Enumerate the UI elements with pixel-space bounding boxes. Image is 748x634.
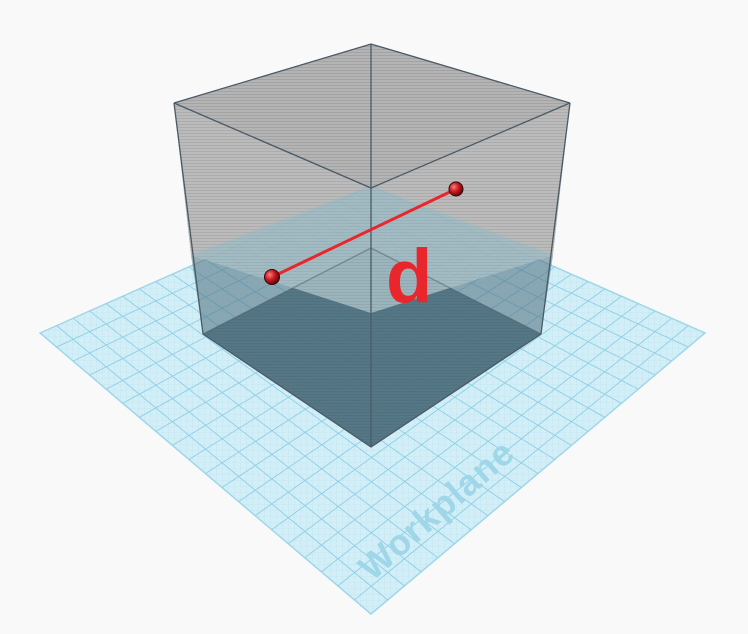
workplane-grid-line <box>304 303 639 559</box>
cube-shape[interactable] <box>173 43 571 448</box>
workplane-grid-line <box>337 317 672 587</box>
workplane-grid-line <box>354 325 689 601</box>
distance-label: d <box>386 234 432 319</box>
ruler-endpoint-icon[interactable] <box>264 269 280 285</box>
workplane-grid-line <box>287 295 622 545</box>
workplane-grid-line <box>321 310 656 573</box>
ruler-endpoint-icon[interactable] <box>448 181 464 197</box>
workplane-grid-line <box>271 288 606 531</box>
cube-right-face-lower <box>371 255 553 447</box>
distance-line <box>271 187 457 279</box>
cube-left-face-lower <box>191 255 371 447</box>
cube-left-face-upper <box>174 103 371 313</box>
cube-top-face <box>174 44 570 188</box>
cube-right-face-upper <box>371 103 570 313</box>
ruler-measurement[interactable]: d <box>264 181 464 319</box>
